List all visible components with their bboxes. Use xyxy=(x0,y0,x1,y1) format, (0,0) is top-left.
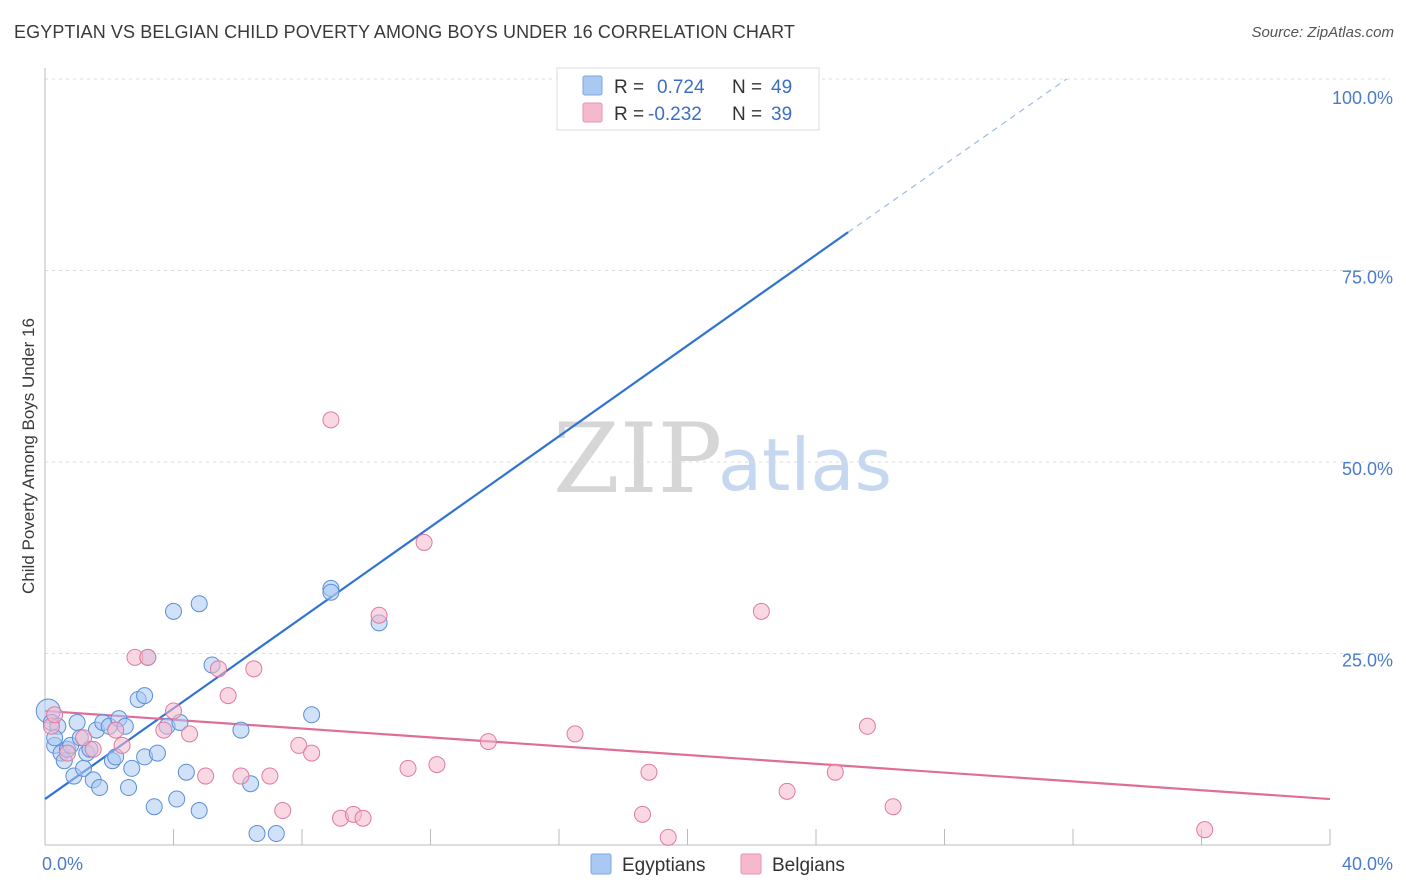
egyptian-point-39 xyxy=(232,721,250,739)
belgian-point-4 xyxy=(84,740,102,758)
bottom-legend-swatch-belgians xyxy=(740,853,762,875)
legend-r-value-belgians: -0.232 xyxy=(648,104,702,125)
egyptian-point-27 xyxy=(136,687,154,705)
belgian-point-25 xyxy=(370,606,388,624)
belgian-point-31 xyxy=(634,805,652,823)
legend-r-value-egyptians: 0.724 xyxy=(657,77,705,98)
belgian-point-10 xyxy=(165,702,182,720)
belgian-point-3 xyxy=(75,729,93,747)
y-axis-label: Child Poverty Among Boys Under 16 xyxy=(19,318,38,594)
belgian-point-30 xyxy=(566,725,584,743)
legend-r-label-belgians: R = xyxy=(614,104,644,125)
egyptian-point-33 xyxy=(168,790,186,808)
belgian-point-11 xyxy=(181,725,199,743)
legend-swatch-egyptians xyxy=(582,75,603,96)
bottom-legend: Egyptians Belgians xyxy=(590,853,845,876)
grid-lines xyxy=(45,78,1390,654)
egyptian-point-36 xyxy=(190,595,208,613)
x-tick-label-0: 0.0% xyxy=(42,854,83,874)
egyptian-point-37 xyxy=(190,802,208,820)
y-tick-label-50: 50.0% xyxy=(1342,459,1393,479)
legend-swatch-belgians xyxy=(582,102,603,123)
belgian-point-19 xyxy=(290,736,308,754)
egyptian-point-43 xyxy=(303,706,321,724)
belgian-point-12 xyxy=(197,767,215,785)
bottom-legend-label-belgians: Belgians xyxy=(772,855,845,876)
belgian-point-33 xyxy=(659,828,677,846)
watermark-zip: ZIP xyxy=(553,403,722,515)
belgian-point-9 xyxy=(155,721,173,739)
belgian-point-26 xyxy=(399,759,417,777)
belgian-point-20 xyxy=(303,744,321,762)
bottom-legend-label-egyptians: Egyptians xyxy=(622,855,705,876)
egyptian-trend-extension xyxy=(847,78,1067,233)
x-tick-label-40: 40.0% xyxy=(1342,854,1393,874)
belgian-point-17 xyxy=(261,767,279,785)
belgian-point-37 xyxy=(858,717,876,735)
legend-box: R = 0.724 N = 49 R = -0.232 N = 39 xyxy=(556,67,820,131)
belgian-trend-line xyxy=(44,709,1331,801)
belgian-point-13 xyxy=(209,660,227,678)
data-points xyxy=(35,74,1214,846)
legend-n-value-belgians: 39 xyxy=(771,104,792,125)
legend-r-label-egyptians: R = xyxy=(614,77,644,98)
egyptian-point-42 xyxy=(267,825,285,843)
watermark-atlas: atlas xyxy=(718,423,892,507)
legend-n-label-belgians: N = xyxy=(732,104,762,125)
axes: 25.0% 50.0% 75.0% 100.0% 0.0% 40.0% xyxy=(42,68,1393,874)
belgian-point-39 xyxy=(1196,821,1214,839)
belgian-point-8 xyxy=(139,648,157,666)
belgian-point-1 xyxy=(46,706,64,724)
belgian-point-32 xyxy=(640,763,658,781)
belgian-point-5 xyxy=(107,721,125,739)
egyptian-trend-line xyxy=(44,231,849,800)
legend-n-label-egyptians: N = xyxy=(732,77,762,98)
egyptian-point-32 xyxy=(165,602,182,620)
belgian-point-6 xyxy=(113,736,131,754)
belgian-point-16 xyxy=(245,660,263,678)
egyptian-point-41 xyxy=(248,825,266,843)
belgian-point-34 xyxy=(752,602,770,620)
egyptian-point-29 xyxy=(145,798,163,816)
belgian-point-2 xyxy=(58,744,76,762)
belgian-point-38 xyxy=(884,798,902,816)
egyptian-point-23 xyxy=(120,779,138,797)
belgian-point-18 xyxy=(274,802,292,820)
egyptian-point-24 xyxy=(123,759,141,777)
belgian-point-35 xyxy=(778,782,796,800)
y-tick-label-25: 25.0% xyxy=(1342,651,1393,671)
bottom-legend-swatch-egyptians xyxy=(590,853,612,875)
egyptian-point-35 xyxy=(177,763,195,781)
belgian-point-28 xyxy=(428,756,446,774)
egyptian-point-30 xyxy=(148,744,166,762)
belgian-point-29 xyxy=(479,733,497,751)
y-tick-label-100: 100.0% xyxy=(1332,88,1393,108)
belgian-point-36 xyxy=(826,763,844,781)
belgian-point-24 xyxy=(354,809,372,827)
egyptian-point-9 xyxy=(68,713,86,731)
chart-title: EGYPTIAN VS BELGIAN CHILD POVERTY AMONG … xyxy=(14,22,795,42)
belgian-point-15 xyxy=(232,767,250,785)
egyptian-point-45 xyxy=(322,583,340,601)
belgian-point-14 xyxy=(219,687,237,705)
egyptian-point-16 xyxy=(91,779,109,797)
legend-n-value-egyptians: 49 xyxy=(771,77,792,98)
y-tick-label-75: 75.0% xyxy=(1342,268,1393,288)
source-credit: Source: ZipAtlas.com xyxy=(1251,24,1394,41)
belgian-point-27 xyxy=(415,533,433,551)
belgian-point-21 xyxy=(322,411,340,429)
